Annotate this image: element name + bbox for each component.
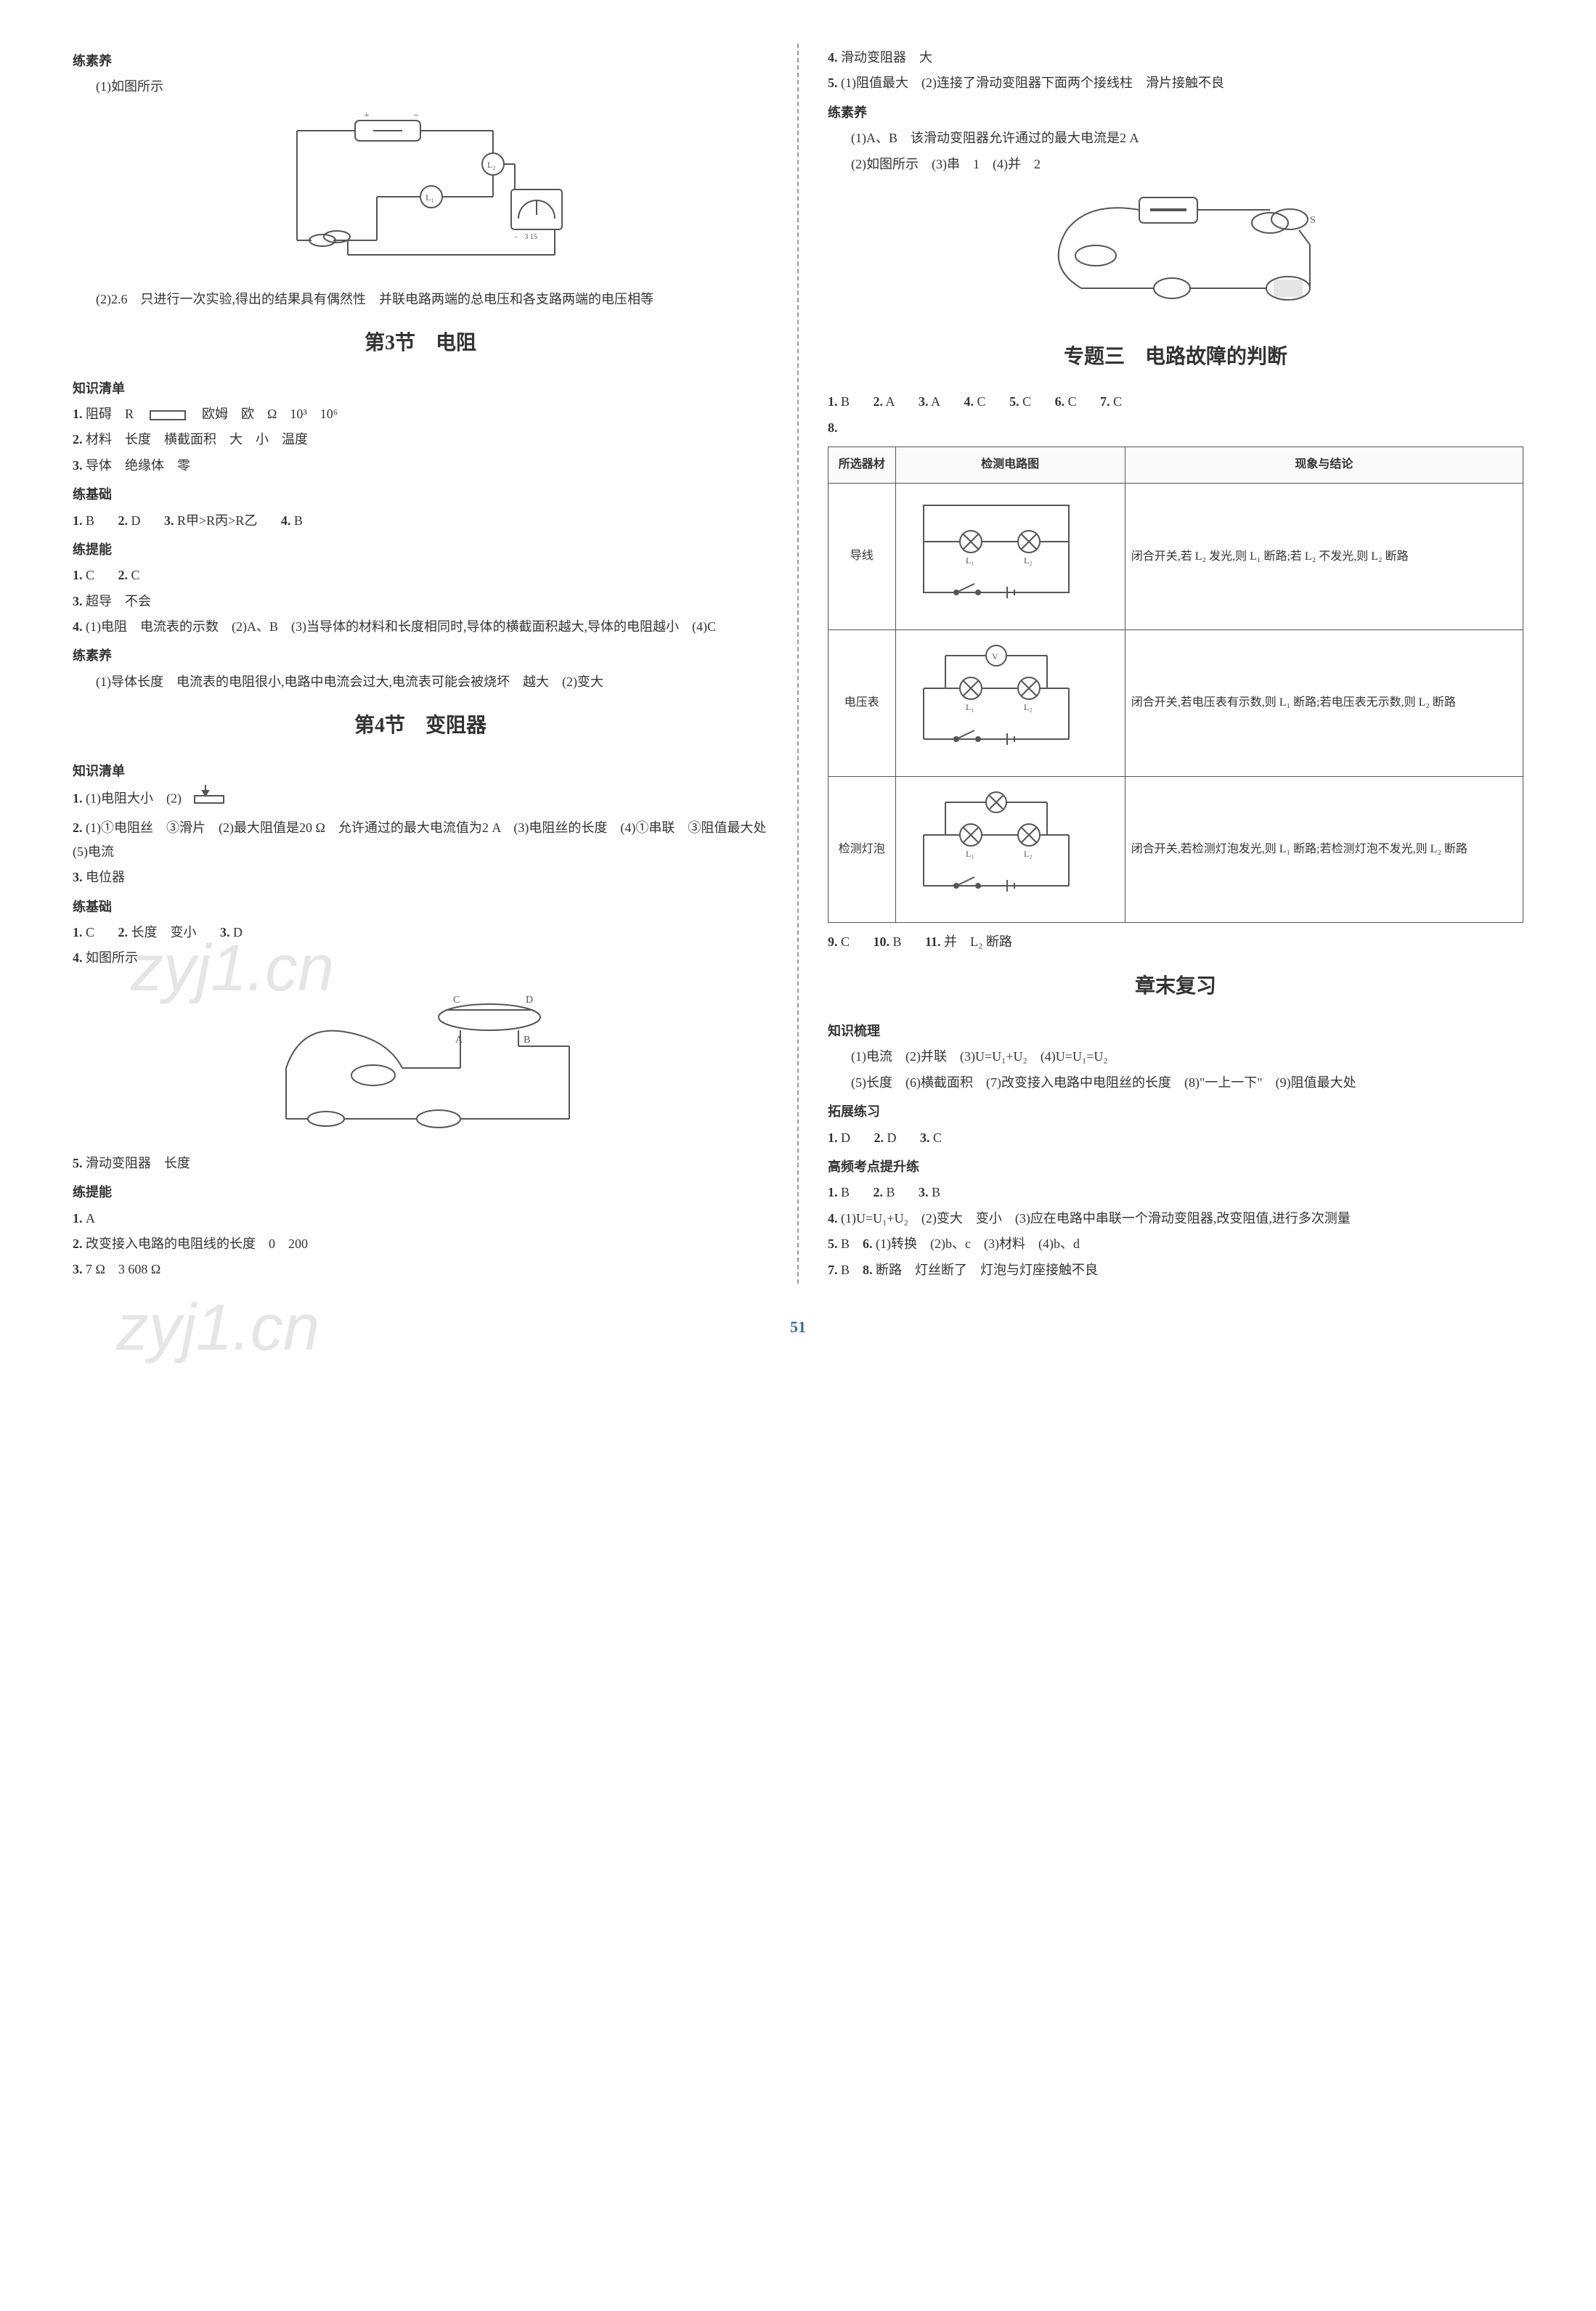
- svg-text:L₁: L₁: [426, 192, 434, 203]
- column-divider: [797, 44, 799, 1284]
- heading: 练基础: [73, 895, 768, 918]
- text: 4. (1)U=U₁+U₂ (2)变大 变小 (3)应在电路中串联一个滑动变阻器…: [828, 1207, 1523, 1230]
- svg-text:L₂: L₂: [1024, 555, 1033, 566]
- text: 2. 改变接入电路的电阻线的长度 0 200: [73, 1232, 768, 1255]
- th: 现象与结论: [1125, 447, 1523, 484]
- text: 5. (1)阻值最大 (2)连接了滑动变阻器下面两个接线柱 滑片接触不良: [828, 71, 1523, 94]
- section3-title: 第3节 电阻: [73, 325, 768, 362]
- table-row: 导线 L₁ L₂: [828, 483, 1523, 629]
- page-columns: 练素养 (1)如图所示 + − L₂ - 3 15: [73, 44, 1523, 1284]
- text: 1. A: [73, 1207, 768, 1230]
- text: (1)电流 (2)并联 (3)U=U₁+U₂ (4)U=U₁=U₂: [828, 1045, 1523, 1068]
- svg-text:D: D: [526, 995, 533, 1006]
- text: 7. B 8. 断路 灯丝断了 灯泡与灯座接触不良: [828, 1258, 1523, 1281]
- svg-text:C: C: [453, 995, 460, 1006]
- answer-row: 1. B 2. B 3. B: [828, 1181, 1523, 1204]
- left-column: 练素养 (1)如图所示 + − L₂ - 3 15: [73, 44, 768, 1284]
- text: 3. 超导 不会: [73, 590, 768, 613]
- svg-text:A: A: [455, 1035, 463, 1046]
- heading: 知识清单: [73, 759, 768, 783]
- circuit-cell: L₁ L₂: [895, 483, 1125, 629]
- heading: 知识梳理: [828, 1019, 1523, 1043]
- circuit-diagram-3: S: [828, 187, 1523, 325]
- section4-title: 第4节 变阻器: [73, 708, 768, 744]
- text: (2)2.6 只进行一次实验,得出的结果具有偶然性 并联电路两端的总电压和各支路…: [73, 288, 768, 311]
- text: 3. 电位器: [73, 865, 768, 889]
- answer-row: 1. C 2. C: [73, 563, 768, 587]
- text: 2. 材料 长度 横截面积 大 小 温度: [73, 428, 768, 451]
- answer-row: 9. C 10. B 11. 并 L₂ 断路: [828, 930, 1523, 953]
- topic3-title: 专题三 电路故障的判断: [828, 339, 1523, 375]
- answer-row: 1. B 2. D 3. R甲>R丙>R乙 4. B: [73, 509, 768, 532]
- text: 3. 7 Ω 3 608 Ω: [73, 1258, 768, 1281]
- svg-text:L₂: L₂: [487, 160, 496, 170]
- fault-table: 所选器材 检测电路图 现象与结论 导线 L₁ L₂: [828, 447, 1523, 923]
- svg-text:L₁: L₁: [966, 702, 974, 712]
- answer-row: 1. D 2. D 3. C: [828, 1126, 1523, 1149]
- svg-text:B: B: [524, 1035, 530, 1046]
- svg-text:L₂: L₂: [1024, 702, 1033, 712]
- heading: 练素养: [828, 101, 1523, 124]
- text: (1)A、B 该滑动变阻器允许通过的最大电流是2 A: [828, 126, 1523, 150]
- circuit-cell: V L₁ L₂: [895, 629, 1125, 776]
- svg-text:L₁: L₁: [966, 849, 974, 859]
- text: 1. 阻碍 R 欧姆 欧 Ω 10³ 10⁶: [73, 402, 768, 425]
- text: 5. B 6. (1)转换 (2)b、c (3)材料 (4)b、d: [828, 1232, 1523, 1255]
- text: 4. 如图所示 zyj1.cn: [73, 946, 768, 969]
- circuit-diagram-1: + − L₂ - 3 15 L₁: [73, 110, 768, 277]
- heading: 练素养: [73, 644, 768, 667]
- rheostat-icon: [187, 785, 231, 814]
- circuit-cell: L₁ L₂: [895, 776, 1125, 923]
- right-column: 4. 滑动变阻器 大 5. (1)阻值最大 (2)连接了滑动变阻器下面两个接线柱…: [828, 44, 1523, 1284]
- page-number: 51: [73, 1313, 1523, 1342]
- table-row: 检测灯泡 L₁ L₂: [828, 776, 1523, 923]
- heading-liansuyang: 练素养: [73, 49, 768, 73]
- text: 4. (1)电阻 电流表的示数 (2)A、B (3)当导体的材料和长度相同时,导…: [73, 615, 768, 638]
- answer-row: 1. C 2. 长度 变小 3. D: [73, 921, 768, 944]
- text: (5)长度 (6)横截面积 (7)改变接入电路中电阻丝的长度 (8)"一上一下"…: [828, 1071, 1523, 1094]
- svg-text:- 3 15: - 3 15: [515, 233, 537, 241]
- svg-text:L₁: L₁: [966, 555, 974, 566]
- chapter-review-title: 章末复习: [828, 969, 1523, 1005]
- svg-text:L₂: L₂: [1024, 849, 1033, 859]
- resistor-icon: [150, 410, 186, 420]
- text: (1)导体长度 电流表的电阻很小,电路中电流会过大,电流表可能会被烧坏 越大 (…: [73, 670, 768, 693]
- circuit-diagram-2: C D A B: [73, 981, 768, 1141]
- answer-row: 1. B 2. A 3. A 4. C 5. C 6. C 7. C: [828, 390, 1523, 413]
- text: 2. (1)①电阻丝 ③滑片 (2)最大阻值是20 Ω 允许通过的最大电流值为2…: [73, 816, 768, 863]
- text: 4. 滑动变阻器 大: [828, 46, 1523, 69]
- svg-text:V: V: [992, 651, 998, 661]
- table-row: 电压表 V L₁ L₂: [828, 629, 1523, 776]
- heading: 练基础: [73, 483, 768, 506]
- text: (2)如图所示 (3)串 1 (4)并 2: [828, 152, 1523, 176]
- heading: 练提能: [73, 1181, 768, 1204]
- th: 所选器材: [828, 447, 896, 484]
- th: 检测电路图: [895, 447, 1125, 484]
- text: 3. 导体 绝缘体 零: [73, 454, 768, 477]
- text: (1)如图所示: [73, 75, 768, 98]
- heading: 高频考点提升练: [828, 1155, 1523, 1178]
- text: 1. (1)电阻大小 (2): [73, 785, 768, 814]
- text: 8.: [828, 416, 1523, 439]
- text: 5. 滑动变阻器 长度: [73, 1152, 768, 1175]
- svg-text:−: −: [413, 110, 419, 121]
- heading: 拓展练习: [828, 1100, 1523, 1123]
- text: 欧姆 欧 Ω 10³ 10⁶: [202, 407, 338, 421]
- heading: 知识清单: [73, 377, 768, 400]
- heading: 练提能: [73, 538, 768, 561]
- text: 阻碍 R: [86, 407, 134, 421]
- svg-text:S: S: [1310, 215, 1316, 226]
- svg-text:+: +: [364, 110, 370, 121]
